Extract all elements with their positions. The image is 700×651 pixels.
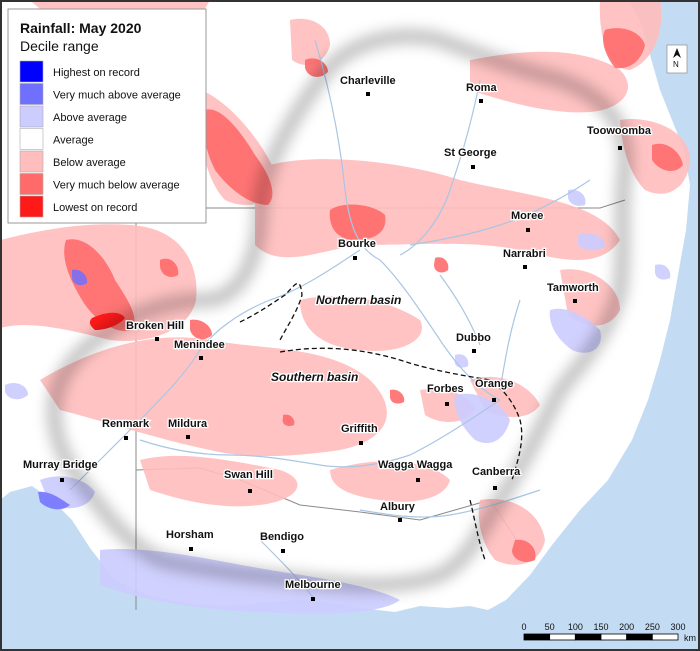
town-label-mildura: Mildura (168, 418, 208, 430)
town-label-bendigo: Bendigo (260, 531, 304, 543)
town-label-tamworth: Tamworth (547, 282, 599, 294)
town-label-orange: Orange (475, 378, 514, 390)
north-arrow: N (666, 44, 688, 74)
town-label-st-george: St George (444, 147, 497, 159)
town-label-canberra: Canberra (472, 466, 521, 478)
town-labels: Charleville Roma Toowoomba St George Mor… (22, 74, 653, 593)
scale-tick-label: 200 (619, 622, 634, 632)
legend-swatch (19, 128, 44, 150)
scale-tick-label: 100 (568, 622, 583, 632)
town-label-moree: Moree (511, 210, 543, 222)
scale-tick-label: 0 (521, 622, 526, 632)
legend-swatch (19, 60, 44, 83)
town-label-albury: Albury (380, 501, 416, 513)
legend-item-label: Lowest on record (53, 202, 137, 214)
town-label-wagga-wagga: Wagga Wagga (378, 459, 453, 471)
legend: Rainfall: May 2020 Decile range Highest … (7, 8, 207, 224)
scale-segment (626, 633, 653, 641)
town-label-renmark: Renmark (102, 418, 150, 430)
legend-subtitle: Decile range (20, 38, 99, 54)
town-label-menindee: Menindee (174, 339, 225, 351)
scale-segment (523, 633, 551, 641)
legend-swatch (19, 150, 44, 173)
mdb-outline-shadow (47, 29, 633, 592)
town-label-bourke: Bourke (338, 238, 376, 250)
scale-segment (549, 633, 576, 641)
legend-item-label: Very much below average (53, 180, 180, 192)
scale-unit: km (684, 633, 696, 643)
town-markers (60, 92, 622, 601)
town-label-horsham: Horsham (166, 529, 214, 541)
legend-swatch (19, 195, 44, 218)
north-label: N (673, 60, 679, 69)
town-label-forbes: Forbes (427, 383, 464, 395)
scale-tick-label: 150 (593, 622, 608, 632)
scale-tick-label: 300 (670, 622, 685, 632)
town-label-swan-hill: Swan Hill (224, 469, 273, 481)
scale-tick-label: 50 (545, 622, 555, 632)
legend-item-label: Below average (53, 157, 126, 169)
basin-label-southern: Southern basin (271, 370, 358, 384)
scale-segment (651, 633, 679, 641)
basin-boundaries (239, 282, 523, 561)
town-label-roma: Roma (466, 82, 497, 94)
scale-segment (600, 633, 628, 641)
town-label-toowoomba: Toowoomba (587, 125, 652, 137)
legend-swatch (19, 83, 44, 105)
town-label-murray-bridge: Murray Bridge (23, 459, 98, 471)
town-label-griffith: Griffith (341, 423, 378, 435)
town-label-narrabri: Narrabri (503, 248, 546, 260)
legend-title: Rainfall: May 2020 (20, 20, 142, 36)
legend-item-label: Above average (53, 112, 127, 124)
legend-swatch (19, 173, 44, 195)
legend-item-label: Average (53, 135, 94, 147)
town-label-dubbo: Dubbo (456, 332, 491, 344)
town-label-charleville: Charleville (340, 75, 396, 87)
town-label-melbourne: Melbourne (285, 579, 341, 591)
scale-segment (574, 633, 602, 641)
basin-label-northern: Northern basin (316, 293, 401, 307)
legend-item-label: Highest on record (53, 67, 140, 79)
scale-tick-label: 250 (645, 622, 660, 632)
legend-item-label: Very much above average (53, 90, 181, 102)
scale-bar: 0 50 100 150 200 250 300 km (521, 622, 696, 643)
legend-swatch (19, 105, 44, 128)
town-label-broken-hill: Broken Hill (126, 320, 184, 332)
